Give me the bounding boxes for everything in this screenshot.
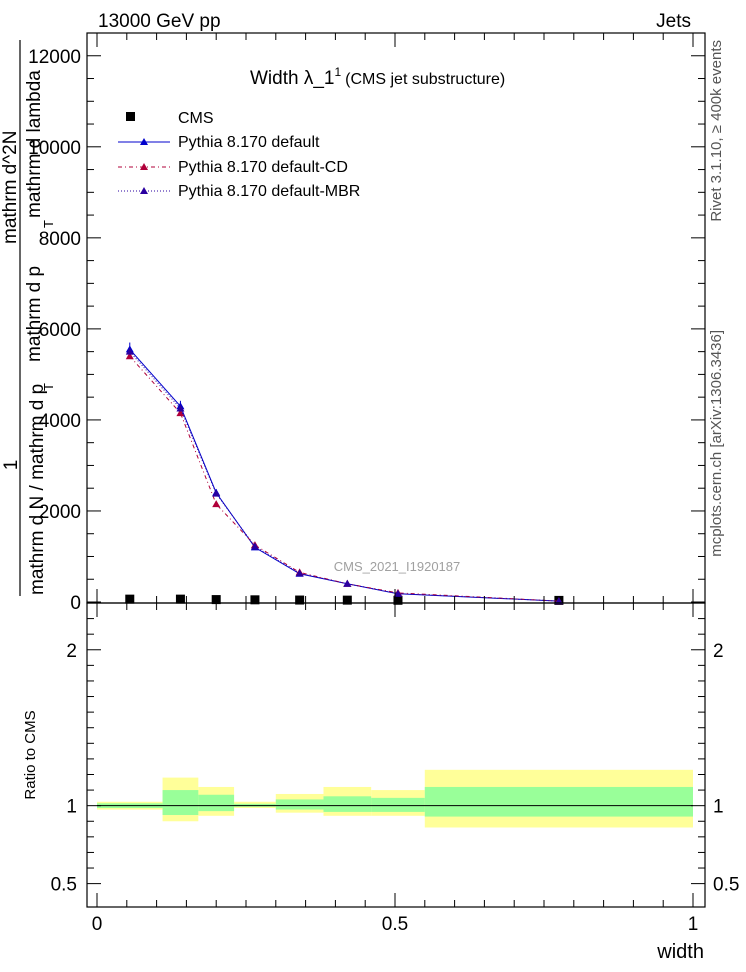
legend-default-cd-marker — [140, 163, 148, 170]
pythia-8-170-default-mbr-point — [295, 569, 304, 577]
main-series-layer — [125, 342, 564, 605]
ratio-y-tick-label-right: 0.5 — [713, 875, 739, 896]
legend-default-mbr-label: Pythia 8.170 default-MBR — [178, 183, 360, 200]
ylabel-dlambda: mathrm d lambda — [24, 70, 45, 218]
ratio-x-axis: 0 0.5 1 — [92, 603, 699, 935]
ylabel-dpt-subscript: T — [41, 220, 56, 228]
side-rivet-label: Rivet 3.1.10, ≥ 400k events — [708, 40, 725, 222]
legend-cms-marker — [126, 112, 135, 121]
cms-data-point — [250, 595, 260, 605]
pythia-8-170-default-mbr-point — [393, 589, 402, 597]
main-y-tick-label: 10000 — [28, 138, 81, 159]
ratio-bands-layer — [97, 769, 693, 828]
ylabel-numerator-one: 1 — [1, 460, 22, 471]
plot-subtitle: (CMS jet substructure) — [345, 71, 505, 88]
ratio-y-tick-label-right: 1 — [713, 797, 724, 818]
x-axis-label: width — [656, 941, 704, 963]
pythia-8-170-default-cd-point — [176, 409, 185, 417]
green-band-segment — [424, 786, 693, 817]
pythia-8-170-default-cd-point — [212, 500, 221, 508]
legend-default-marker — [140, 138, 148, 145]
ratio-y-tick-label: 0.5 — [51, 875, 77, 896]
legend-cms-label: CMS — [178, 110, 214, 127]
header-energy-label: 13000 GeV pp — [98, 11, 221, 32]
ratio-plot-panel: 0.5 0.51 12 2 0 0.5 1 Ratio to CMS width — [22, 602, 739, 963]
ylabel-dpt: mathrm d p — [24, 266, 45, 362]
pythia-8-170-default-mbr-point — [554, 597, 563, 605]
main-y-tick-label: 12000 — [28, 47, 81, 68]
cms-data-point — [342, 595, 352, 605]
legend-item-default: Pythia 8.170 default — [118, 134, 320, 151]
pythia-8-170-default-mbr-point — [250, 542, 259, 550]
main-y-tick-label: 0 — [70, 593, 81, 614]
plot-title-text: Width λ_1 — [250, 68, 334, 89]
cms-data-point — [393, 595, 403, 605]
analysis-watermark: CMS_2021_I1920187 — [334, 559, 461, 574]
header-process-label: Jets — [656, 11, 691, 32]
x-tick-label: 1 — [688, 914, 699, 935]
ylabel-d2n: mathrm d^2N — [0, 131, 21, 244]
plot-title-superscript: 1 — [334, 65, 341, 79]
ylabel-denominator-subscript: T — [41, 383, 56, 391]
main-y-axis: 0 2000 4000 6000 8000 10000 12000 — [28, 32, 705, 614]
green-band-segment — [162, 790, 199, 816]
cms-data-point — [125, 594, 135, 604]
green-band-segment — [275, 799, 324, 810]
green-band-segment — [198, 794, 235, 812]
cms-data-point — [175, 594, 185, 604]
green-band-segment — [323, 796, 372, 812]
legend-item-default-cd: Pythia 8.170 default-CD — [118, 159, 348, 176]
pythia-8-170-default-cd-line — [129, 355, 559, 602]
green-band-segment — [371, 797, 425, 812]
pythia-8-170-default-mbr-point — [125, 347, 134, 355]
main-x-ticks — [96, 33, 694, 603]
legend-default-mbr-marker — [140, 187, 148, 194]
legend: CMS Pythia 8.170 default Pythia 8.170 de… — [118, 110, 360, 200]
x-tick-label: 0 — [92, 914, 103, 935]
pythia-8-170-default-mbr-point — [176, 404, 185, 412]
legend-item-default-mbr: Pythia 8.170 default-MBR — [118, 183, 360, 200]
ratio-y-tick-label: 2 — [66, 641, 77, 662]
ylabel-denominator: mathrm d N / mathrm d p — [27, 384, 48, 595]
main-y-tick-label: 6000 — [39, 320, 81, 341]
main-y-tick-label: 2000 — [39, 502, 81, 523]
legend-default-cd-label: Pythia 8.170 default-CD — [178, 159, 348, 176]
legend-default-label: Pythia 8.170 default — [178, 134, 320, 151]
pythia-8-170-default-mbr-point — [212, 489, 221, 497]
pythia-8-170-default-cd-point — [125, 352, 134, 360]
plot-title: Width λ_11 (CMS jet substructure) — [250, 65, 505, 89]
main-y-axis-label: 1 mathrm d N / mathrm d p T mathrm d^2N … — [0, 40, 56, 596]
x-tick-label: 0.5 — [382, 914, 408, 935]
pythia-8-170-default-mbr-point — [343, 579, 352, 587]
ratio-y-tick-label-right: 2 — [713, 641, 724, 662]
cms-data-point — [295, 595, 305, 605]
ratio-plot-frame — [86, 602, 706, 908]
ratio-y-tick-label: 1 — [66, 797, 77, 818]
legend-item-cms: CMS — [126, 110, 214, 127]
ratio-y-axis: 0.5 0.5 1 1 2 2 — [51, 618, 739, 896]
side-mcplots-label: mcplots.cern.ch [arXiv:1306.3436] — [708, 330, 725, 557]
main-y-tick-label: 4000 — [39, 411, 81, 432]
main-y-tick-label: 8000 — [39, 229, 81, 250]
ratio-y-axis-label: Ratio to CMS — [22, 710, 39, 799]
